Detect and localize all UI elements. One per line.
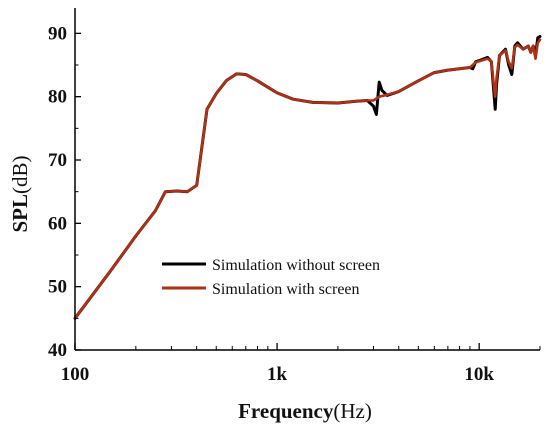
plot-area xyxy=(73,35,542,320)
y-tick-label: 70 xyxy=(48,150,67,171)
axes xyxy=(74,8,540,351)
tick-marks xyxy=(74,32,541,351)
legend-label-without-screen: Simulation without screen xyxy=(212,257,380,274)
y-tick-label: 40 xyxy=(48,340,67,361)
x-axis-title: Frequency(Hz) xyxy=(238,399,372,423)
x-tick-label: 100 xyxy=(61,364,90,385)
series-line-without-screen xyxy=(73,35,542,320)
legend: Simulation without screen Simulation wit… xyxy=(162,257,380,298)
y-tick-label: 60 xyxy=(48,213,67,234)
legend-label-with-screen: Simulation with screen xyxy=(212,281,360,298)
x-tick-label: 10k xyxy=(464,364,494,385)
series-line-with-screen xyxy=(73,38,542,320)
tick-labels: 40 50 60 70 80 90 100 1k 10k xyxy=(48,23,494,385)
y-tick-label: 80 xyxy=(48,87,67,108)
y-tick-label: 90 xyxy=(48,23,67,44)
x-tick-label: 1k xyxy=(267,364,288,385)
y-axis-title: SPL(dB) xyxy=(8,155,32,232)
y-tick-label: 50 xyxy=(48,277,67,298)
